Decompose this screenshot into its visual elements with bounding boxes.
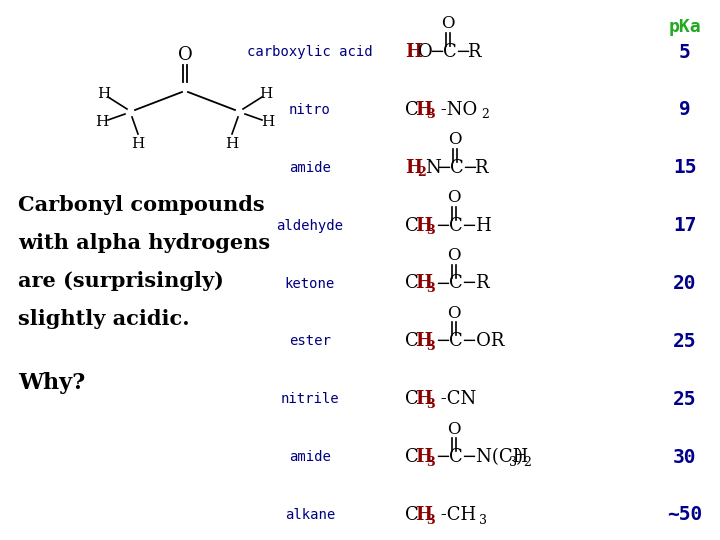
Text: aldehyde: aldehyde — [276, 219, 343, 233]
Text: H: H — [415, 333, 432, 350]
Text: 5: 5 — [679, 43, 691, 62]
Text: −: − — [435, 217, 450, 234]
Text: H: H — [259, 87, 273, 101]
Text: −: − — [462, 159, 477, 177]
Text: pKa: pKa — [669, 18, 701, 36]
Text: 15: 15 — [673, 158, 697, 177]
Text: −: − — [436, 159, 451, 177]
Text: O: O — [441, 16, 455, 32]
Text: O: O — [178, 46, 192, 64]
Text: C: C — [405, 448, 419, 466]
Text: H: H — [95, 115, 109, 129]
Text: ester: ester — [289, 334, 331, 348]
Text: H: H — [405, 159, 422, 177]
Text: O: O — [447, 247, 461, 264]
Text: −: − — [429, 43, 444, 61]
Text: Carbonyl compounds: Carbonyl compounds — [18, 195, 265, 215]
Text: −: − — [435, 274, 450, 293]
Text: H: H — [261, 115, 274, 129]
Text: H: H — [415, 448, 432, 466]
Text: C: C — [405, 274, 419, 293]
Text: C: C — [449, 274, 463, 293]
Text: C: C — [405, 101, 419, 119]
Text: C: C — [449, 333, 463, 350]
Text: C: C — [450, 159, 464, 177]
Text: 3: 3 — [509, 456, 517, 469]
Text: O: O — [418, 43, 433, 61]
Text: -CN: -CN — [435, 390, 476, 408]
Text: H: H — [415, 274, 432, 293]
Text: 2: 2 — [481, 109, 489, 122]
Text: C: C — [443, 43, 456, 61]
Text: ): ) — [516, 448, 523, 466]
Text: O: O — [447, 421, 461, 437]
Text: C: C — [449, 217, 463, 234]
Text: H: H — [97, 87, 111, 101]
Text: H: H — [415, 390, 432, 408]
Text: 3: 3 — [426, 340, 435, 353]
Text: −H: −H — [461, 217, 492, 234]
Text: C: C — [405, 333, 419, 350]
Text: are (surprisingly): are (surprisingly) — [18, 271, 224, 291]
Text: N: N — [425, 159, 441, 177]
Text: alkane: alkane — [285, 508, 335, 522]
Text: C: C — [405, 506, 419, 524]
Text: C: C — [405, 217, 419, 234]
Text: -CH: -CH — [435, 506, 476, 524]
Text: 2: 2 — [523, 456, 531, 469]
Text: 30: 30 — [673, 448, 697, 467]
Text: H: H — [415, 506, 432, 524]
Text: ketone: ketone — [285, 276, 335, 291]
Text: 3: 3 — [426, 282, 435, 295]
Text: with alpha hydrogens: with alpha hydrogens — [18, 233, 270, 253]
Text: H: H — [405, 43, 422, 61]
Text: Why?: Why? — [18, 372, 85, 394]
Text: O: O — [449, 131, 462, 148]
Text: 3: 3 — [426, 398, 435, 411]
Text: nitrile: nitrile — [281, 392, 339, 406]
Text: 9: 9 — [679, 100, 691, 119]
Text: H: H — [415, 217, 432, 234]
Text: O: O — [447, 305, 461, 322]
Text: 3: 3 — [426, 109, 435, 122]
Text: H: H — [415, 101, 432, 119]
Text: −OR: −OR — [461, 333, 505, 350]
Text: H: H — [225, 137, 238, 151]
Text: H: H — [131, 137, 145, 151]
Text: 3: 3 — [426, 224, 435, 237]
Text: 20: 20 — [673, 274, 697, 293]
Text: amide: amide — [289, 161, 331, 175]
Text: slightly acidic.: slightly acidic. — [18, 309, 189, 329]
Text: amide: amide — [289, 450, 331, 464]
Text: 2: 2 — [417, 166, 426, 179]
Text: C: C — [449, 448, 463, 466]
Text: −N(CH: −N(CH — [461, 448, 528, 466]
Text: carboxylic acid: carboxylic acid — [247, 45, 373, 59]
Text: −: − — [435, 333, 450, 350]
Text: 3: 3 — [426, 456, 435, 469]
Text: −: − — [435, 448, 450, 466]
Text: R: R — [467, 43, 480, 61]
Text: -NO: -NO — [435, 101, 477, 119]
Text: 3: 3 — [426, 514, 435, 526]
Text: 17: 17 — [673, 216, 697, 235]
Text: 3: 3 — [479, 514, 487, 526]
Text: C: C — [405, 390, 419, 408]
Text: ~50: ~50 — [667, 505, 703, 524]
Text: 25: 25 — [673, 390, 697, 409]
Text: O: O — [447, 189, 461, 206]
Text: nitro: nitro — [289, 103, 331, 117]
Text: R: R — [474, 159, 487, 177]
Text: 25: 25 — [673, 332, 697, 351]
Text: −R: −R — [461, 274, 490, 293]
Text: −: − — [455, 43, 470, 61]
